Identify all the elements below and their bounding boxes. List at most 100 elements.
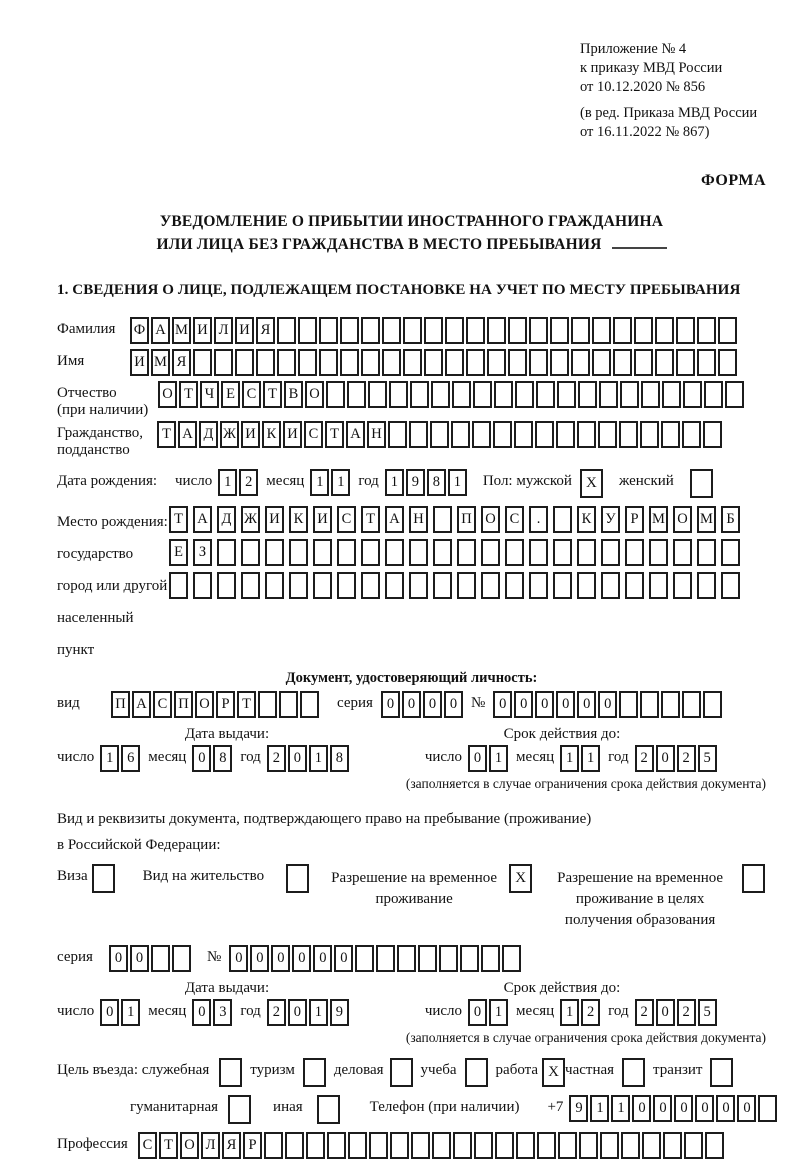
char-cell[interactable] [316, 1095, 340, 1124]
char-cell[interactable] [432, 1132, 451, 1159]
char-cell[interactable] [697, 572, 716, 599]
char-cell[interactable] [91, 864, 115, 893]
char-cell[interactable] [640, 421, 659, 448]
char-cell[interactable]: К [262, 421, 281, 448]
char-cell[interactable] [577, 572, 596, 599]
char-cell[interactable] [514, 421, 533, 448]
char-cell[interactable] [571, 349, 590, 376]
char-cell[interactable] [424, 349, 443, 376]
char-cell[interactable] [241, 572, 260, 599]
char-cell[interactable]: 0 [468, 999, 488, 1026]
char-cell[interactable]: 0 [192, 999, 212, 1026]
char-cell[interactable] [409, 421, 428, 448]
char-cell[interactable] [361, 349, 380, 376]
char-cell[interactable] [389, 381, 408, 408]
char-cell[interactable] [279, 691, 298, 718]
char-cell[interactable]: 9 [405, 469, 425, 496]
char-cell[interactable] [529, 317, 548, 344]
char-cell[interactable]: 0 [598, 691, 618, 718]
char-cell[interactable] [663, 1132, 682, 1159]
char-cell[interactable]: З [193, 539, 212, 566]
char-cell[interactable]: Ф [130, 317, 149, 344]
char-cell[interactable]: 1 [121, 999, 141, 1026]
char-cell[interactable] [673, 539, 692, 566]
char-cell[interactable] [689, 469, 713, 498]
char-cell[interactable] [649, 572, 668, 599]
char-cell[interactable]: 0 [271, 945, 291, 972]
char-cell[interactable] [277, 349, 296, 376]
char-cell[interactable]: Р [216, 691, 235, 718]
char-cell[interactable]: 0 [655, 999, 675, 1026]
char-cell[interactable] [662, 381, 681, 408]
char-cell[interactable]: Ч [200, 381, 219, 408]
char-cell[interactable] [340, 349, 359, 376]
char-cell[interactable] [348, 1132, 367, 1159]
char-cell[interactable]: Ж [241, 506, 260, 533]
char-cell[interactable] [228, 1095, 252, 1124]
char-cell[interactable]: П [457, 506, 476, 533]
char-cell[interactable] [285, 1132, 304, 1159]
char-cell[interactable]: Ж [220, 421, 239, 448]
char-cell[interactable] [495, 1132, 514, 1159]
char-cell[interactable] [313, 539, 332, 566]
char-cell[interactable]: Т [169, 506, 188, 533]
char-cell[interactable] [219, 1058, 243, 1087]
char-cell[interactable] [508, 349, 527, 376]
char-cell[interactable] [634, 317, 653, 344]
char-cell[interactable] [550, 317, 569, 344]
char-cell[interactable]: 1 [100, 745, 120, 772]
char-cell[interactable] [673, 572, 692, 599]
char-cell[interactable] [649, 539, 668, 566]
char-cell[interactable] [472, 421, 491, 448]
char-cell[interactable] [592, 349, 611, 376]
char-cell[interactable] [430, 421, 449, 448]
char-cell[interactable]: М [172, 317, 191, 344]
char-cell[interactable]: 0 [514, 691, 534, 718]
char-cell[interactable] [241, 539, 260, 566]
char-cell[interactable] [385, 572, 404, 599]
char-cell[interactable]: 0 [674, 1095, 694, 1122]
char-cell[interactable]: С [505, 506, 524, 533]
char-cell[interactable] [558, 1132, 577, 1159]
char-cell[interactable] [151, 945, 170, 972]
char-cell[interactable]: А [132, 691, 151, 718]
char-cell[interactable] [481, 945, 501, 972]
char-cell[interactable] [577, 421, 596, 448]
char-cell[interactable]: П [111, 691, 130, 718]
char-cell[interactable]: Н [367, 421, 386, 448]
char-cell[interactable] [385, 539, 404, 566]
char-cell[interactable]: О [158, 381, 177, 408]
char-cell[interactable]: П [174, 691, 193, 718]
char-cell[interactable] [474, 1132, 493, 1159]
char-cell[interactable]: 0 [443, 691, 463, 718]
char-cell[interactable]: О [195, 691, 214, 718]
char-cell[interactable] [613, 317, 632, 344]
char-cell[interactable]: 0 [109, 945, 128, 972]
char-cell[interactable]: 1 [590, 1095, 610, 1122]
char-cell[interactable] [697, 317, 716, 344]
char-cell[interactable] [613, 349, 632, 376]
char-cell[interactable] [457, 572, 476, 599]
char-cell[interactable] [718, 349, 737, 376]
char-cell[interactable] [661, 691, 681, 718]
char-cell[interactable] [326, 381, 345, 408]
char-cell[interactable] [742, 864, 766, 893]
char-cell[interactable] [256, 349, 275, 376]
char-cell[interactable] [424, 317, 443, 344]
char-cell[interactable] [433, 539, 452, 566]
char-cell[interactable] [418, 945, 438, 972]
char-cell[interactable]: 2 [266, 745, 286, 772]
char-cell[interactable]: 0 [535, 691, 555, 718]
char-cell[interactable]: Т [263, 381, 282, 408]
char-cell[interactable] [655, 349, 674, 376]
char-cell[interactable]: 2 [676, 999, 696, 1026]
char-cell[interactable]: М [151, 349, 170, 376]
char-cell[interactable] [592, 317, 611, 344]
char-cell[interactable] [697, 539, 716, 566]
char-cell[interactable]: С [337, 506, 356, 533]
char-cell[interactable] [337, 539, 356, 566]
char-cell[interactable]: 0 [287, 745, 307, 772]
char-cell[interactable] [676, 317, 695, 344]
char-cell[interactable]: 0 [493, 691, 513, 718]
char-cell[interactable]: 0 [380, 691, 400, 718]
